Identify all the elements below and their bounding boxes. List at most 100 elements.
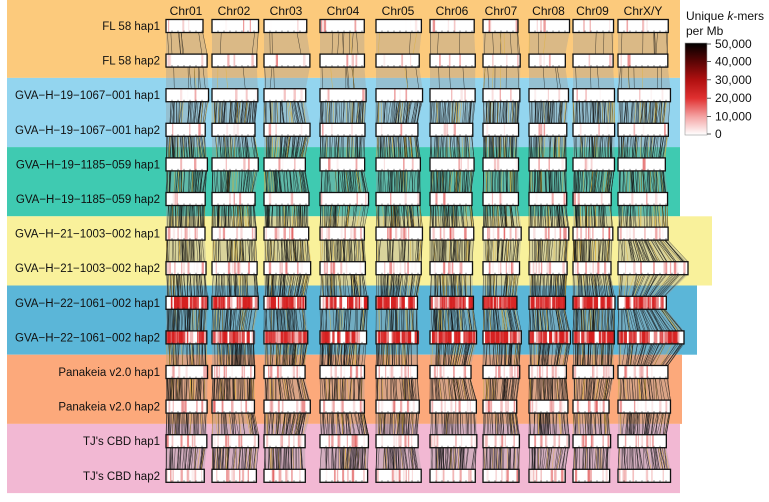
synteny-link [229,101,232,124]
synteny-link [549,136,551,158]
synteny-link [517,67,520,89]
synteny-link [660,170,665,193]
synteny-link [351,32,354,55]
synteny-link [490,136,493,158]
synteny-link [253,205,256,228]
synteny-link [263,101,266,124]
synteny-link [467,101,471,124]
synteny-link [380,170,383,193]
synteny-link [561,101,563,124]
synteny-link [656,136,659,158]
synteny-link [228,170,230,193]
synteny-link [238,136,240,158]
synteny-link [413,170,416,193]
synteny-link [300,170,304,193]
synteny-link [492,67,494,89]
synteny-link [416,101,422,124]
synteny-link [202,32,208,55]
synteny-link [190,101,193,124]
synteny-link [610,170,615,193]
synteny-link [268,136,270,158]
synteny-link [270,170,272,193]
synteny-link [494,101,496,124]
synteny-link [606,101,609,124]
synteny-link [217,136,219,158]
synteny-link [472,101,474,124]
synteny-link [611,32,613,55]
synteny-link [413,101,419,124]
synteny-link [461,170,464,193]
synteny-link [267,136,269,158]
synteny-link [293,170,297,193]
synteny-link [243,136,247,158]
synteny-link [491,101,494,124]
synteny-link [287,136,291,158]
synteny-link [357,170,361,193]
synteny-link [438,136,440,158]
synteny-link [271,101,273,124]
synteny-link [500,170,503,193]
synteny-link [169,101,172,124]
synteny-link [663,101,667,124]
synteny-link [202,67,206,89]
synteny-link [293,101,300,124]
synteny-link [592,170,595,193]
synteny-link [254,101,257,124]
synteny-link [437,136,439,158]
synteny-link [165,170,167,193]
synteny-link [174,136,176,158]
synteny-link [297,101,303,124]
synteny-link [410,136,412,158]
synteny-link [225,67,228,89]
synteny-link [241,205,244,228]
synteny-link [291,101,296,124]
synteny-link [265,170,268,193]
synteny-link [247,205,251,228]
synteny-link [198,136,203,158]
synteny-link [441,101,443,124]
synteny-link [194,136,196,158]
synteny-link [389,170,391,193]
synteny-link [330,136,333,158]
synteny-link [299,136,306,158]
synteny-link [644,101,648,124]
synteny-link [652,170,655,193]
synteny-link [493,170,496,193]
synteny-link [462,67,465,89]
synteny-link [496,170,499,193]
synteny-link [345,67,349,89]
synteny-link [589,101,592,124]
synteny-link [626,101,628,124]
synteny-link [387,136,391,158]
synteny-link [363,170,369,193]
synteny-link [492,101,495,124]
synteny-link [601,170,604,193]
synteny-link [647,170,650,193]
synteny-link [286,136,291,158]
synteny-link [171,101,175,124]
synteny-link [338,101,341,124]
synteny-link [266,136,268,158]
synteny-link [289,170,293,193]
synteny-link [565,170,567,193]
synteny-link [214,205,216,228]
synteny-link [627,67,630,89]
synteny-link [326,136,329,158]
synteny-link [264,67,266,89]
synteny-link [248,170,252,193]
synteny-link [648,170,651,193]
synteny-link [659,101,663,124]
synteny-link [358,170,362,193]
synteny-link [337,136,339,158]
synteny-link [199,205,202,228]
synteny-link [330,67,333,89]
synteny-link [448,67,451,89]
synteny-link [401,136,403,158]
synteny-link [538,136,540,158]
synteny-link [216,170,219,193]
synteny-link [286,136,290,158]
synteny-link [635,136,639,158]
synteny-link [449,170,453,193]
synteny-link [543,136,546,158]
synteny-link [264,170,268,193]
